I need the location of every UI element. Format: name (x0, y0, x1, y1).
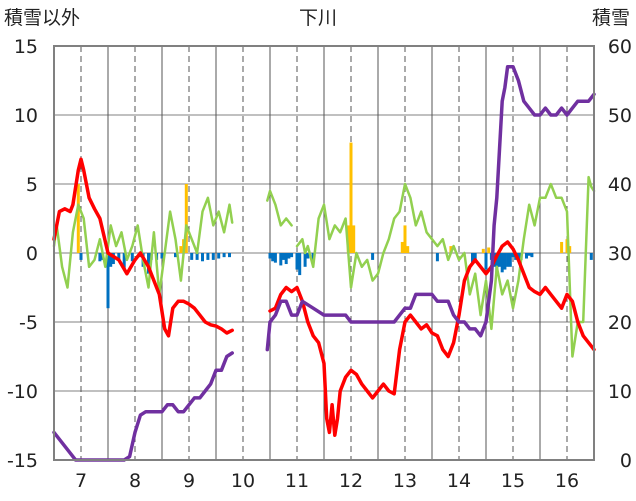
right-tick-label: 50 (608, 105, 632, 127)
bar-positive (403, 225, 407, 253)
bar-negative (287, 253, 291, 259)
bar-negative (508, 253, 512, 267)
bar-negative (279, 253, 283, 266)
bar-negative (228, 253, 231, 258)
bar-negative (527, 253, 531, 256)
bar-negative (195, 253, 199, 260)
bar-negative (271, 253, 275, 262)
bar-negative (290, 253, 294, 258)
bar-negative (511, 253, 515, 258)
plot-frame (53, 45, 595, 461)
chart-title: 下川 (299, 7, 337, 29)
bar-negative (506, 253, 510, 267)
line-series (52, 64, 596, 462)
bar-negative (498, 253, 501, 267)
bar-negative (268, 253, 272, 259)
bar-negative (174, 253, 177, 258)
bar-negative (295, 253, 299, 270)
bar-negative (282, 253, 285, 260)
bar-negative (298, 253, 302, 276)
bar-positive (487, 247, 491, 253)
bar-negative (222, 253, 226, 258)
bar-positive (184, 184, 188, 253)
bar-positive (76, 184, 80, 253)
bar-negative (500, 253, 504, 273)
left-tick-label: -5 (19, 312, 38, 334)
bar-positive (565, 239, 569, 253)
bar-negative (122, 253, 126, 270)
right-tick-label: 30 (608, 243, 632, 265)
x-tick-label: 13 (393, 470, 417, 492)
x-tick-label: 15 (501, 470, 525, 492)
right-tick-label: 60 (608, 36, 632, 58)
bar-positive (406, 246, 410, 253)
bar-negative (503, 253, 507, 270)
x-tick-label: 11 (285, 470, 309, 492)
left-tick-label: 5 (26, 174, 38, 196)
bar-negative (106, 253, 110, 309)
left-tick-label: 0 (26, 243, 38, 265)
x-tick-label: 8 (129, 470, 141, 492)
bar-negative (471, 253, 474, 265)
bar-positive (560, 241, 564, 253)
bar-negative (473, 253, 477, 260)
bar-negative (306, 253, 310, 259)
x-tick-label: 16 (555, 470, 579, 492)
bar-negative (284, 253, 288, 265)
bar-positive (449, 246, 453, 253)
bar-positive (481, 248, 485, 253)
bar-negative (206, 253, 210, 260)
bar-positive (352, 225, 356, 253)
left-tick-label: -10 (7, 381, 38, 403)
x-tick-label: 7 (75, 470, 87, 492)
x-tick-label: 9 (183, 470, 195, 492)
right-tick-label: 10 (608, 381, 632, 403)
bar-negative (160, 253, 164, 259)
bar-negative (98, 253, 102, 262)
bar-negative (495, 253, 499, 274)
bar-positive (179, 246, 183, 253)
bar-negative (79, 253, 83, 260)
bar-positive (349, 142, 353, 253)
bar-negative (109, 253, 113, 267)
bar-negative (190, 253, 194, 260)
bar-negative (484, 253, 488, 270)
bar-positive (568, 246, 572, 253)
bar-negative (117, 253, 121, 260)
bar-positive (400, 241, 404, 253)
right-tick-label: 40 (608, 174, 632, 196)
bar-negative (525, 253, 528, 259)
bar-negative (217, 253, 221, 259)
bar-negative (130, 253, 134, 262)
right-tick-label: 20 (608, 312, 632, 334)
bar-negative (211, 253, 215, 260)
bar-negative (530, 253, 534, 258)
left-tick-label: 15 (14, 36, 38, 58)
bar-negative (201, 253, 204, 262)
bar-negative (273, 253, 277, 263)
left-tick-label: 10 (14, 105, 38, 127)
left-axis-label: 積雪以外 (4, 7, 80, 29)
bar-negative (435, 253, 439, 262)
red-series-line (52, 157, 596, 437)
bar-negative (371, 253, 375, 260)
x-tick-label: 12 (339, 470, 363, 492)
right-axis-label: 積雪 (592, 7, 630, 29)
bar-negative (589, 253, 593, 260)
bar-negative (303, 253, 307, 267)
right-tick-label: 0 (620, 450, 632, 472)
x-tick-label: 14 (447, 470, 471, 492)
left-tick-label: -15 (7, 450, 38, 472)
x-tick-label: 10 (231, 470, 255, 492)
